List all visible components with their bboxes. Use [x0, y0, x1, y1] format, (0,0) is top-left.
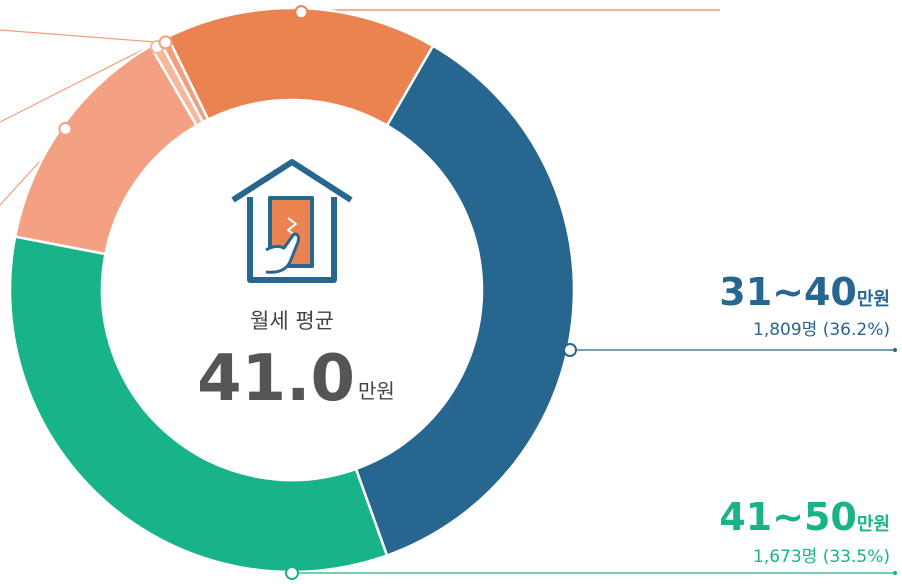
- category-label: 41~50만원: [719, 495, 890, 539]
- leader-dot: [563, 343, 577, 357]
- category-unit: 만원: [857, 289, 890, 310]
- slice: [354, 44, 576, 558]
- decor-lines: [0, 9, 720, 206]
- center-label: 월세 평균: [250, 309, 334, 333]
- slices: [8, 6, 576, 574]
- category-unit: 만원: [857, 514, 890, 535]
- leader-end: [893, 571, 897, 575]
- slice: [165, 6, 435, 128]
- house-icon: [231, 159, 353, 283]
- value-label: 1,809명 (36.2%): [753, 320, 890, 340]
- value-label: 1,673명 (33.5%): [753, 547, 890, 567]
- category-name: 41~50: [719, 495, 857, 539]
- slice: [8, 235, 389, 574]
- leader-dot: [285, 566, 299, 580]
- average-value: 41.0: [197, 342, 355, 416]
- category-name: 31~40: [719, 270, 857, 314]
- leader-dot: [58, 121, 73, 136]
- leader-dot: [294, 5, 309, 20]
- category-label: 31~40만원: [719, 270, 890, 314]
- leader-end: [893, 348, 897, 352]
- leader-dot: [158, 35, 173, 50]
- average-unit: 만원: [358, 379, 395, 403]
